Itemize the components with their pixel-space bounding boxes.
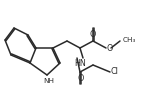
Text: NH: NH	[44, 78, 54, 84]
Text: O: O	[107, 44, 113, 53]
Text: CH₃: CH₃	[123, 37, 136, 43]
Text: Cl: Cl	[111, 66, 119, 76]
Text: O: O	[90, 30, 96, 39]
Text: O: O	[78, 74, 84, 83]
Text: HN: HN	[74, 59, 86, 68]
